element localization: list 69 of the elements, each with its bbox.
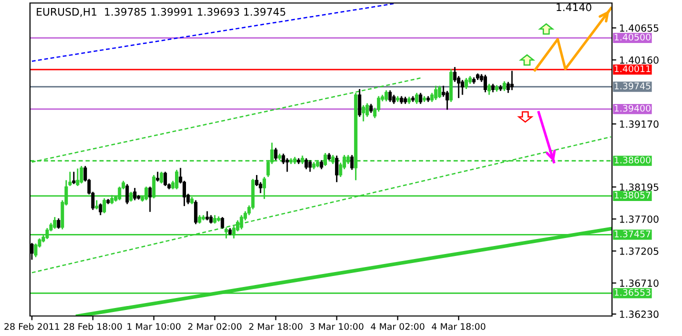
candlestick xyxy=(484,74,487,93)
ref-line-label: 1.39745 xyxy=(614,82,650,90)
candlestick xyxy=(72,171,76,185)
ref-line-label: 1.40500 xyxy=(614,34,650,41)
candlestick xyxy=(460,79,464,96)
candlestick xyxy=(388,90,392,103)
x-tick-label: 28 Feb 18:00 xyxy=(64,322,122,330)
candlestick xyxy=(274,147,278,161)
candlestick xyxy=(464,77,468,90)
candlestick xyxy=(304,158,308,170)
y-tick-label: 1.40655 xyxy=(620,24,658,32)
candlestick xyxy=(205,210,209,221)
candlestick xyxy=(335,154,338,183)
candlestick xyxy=(160,171,164,184)
y-tick-label: 1.38195 xyxy=(620,183,658,191)
candlestick xyxy=(392,94,396,105)
x-tick-label: 2 Mar 18:00 xyxy=(249,323,302,330)
annotation: 1.4140 xyxy=(556,3,592,12)
candlestick xyxy=(56,218,60,230)
candlestick xyxy=(369,103,373,114)
x-tick-label: 1 Mar 10:00 xyxy=(128,323,180,330)
y-tick-label: 1.36710 xyxy=(620,279,659,287)
candlestick xyxy=(418,92,422,105)
candlestick xyxy=(487,83,491,96)
x-tick-label: 28 Feb 2011 xyxy=(4,322,60,330)
candlestick xyxy=(240,214,244,230)
x-tick-label: 4 Mar 02:00 xyxy=(370,323,424,330)
candlestick xyxy=(125,183,129,205)
candlestick xyxy=(362,104,366,122)
candlestick xyxy=(502,80,506,92)
y-tick-label: 1.37205 xyxy=(620,247,658,255)
ref-line-label: 1.39400 xyxy=(614,104,650,112)
candlestick xyxy=(175,169,178,190)
candlestick xyxy=(434,85,438,101)
candlestick xyxy=(286,158,289,172)
candlestick xyxy=(194,200,198,225)
y-tick-label: 1.39170 xyxy=(620,120,659,128)
ref-line-label: 1.40011 xyxy=(614,65,650,72)
candlestick xyxy=(438,85,442,99)
ref-line-label: 1.38057 xyxy=(614,192,650,199)
y-tick-label: 1.36230 xyxy=(620,310,659,318)
candlestick xyxy=(133,187,136,201)
candlestick xyxy=(384,90,388,102)
x-tick-label: 4 Mar 18:00 xyxy=(432,323,486,330)
candlestick xyxy=(366,102,369,118)
ref-line-label: 1.37457 xyxy=(614,230,650,238)
chart-title: EURUSD,H1 1.39785 1.39991 1.39693 1.39745 xyxy=(36,8,286,17)
candlestick xyxy=(415,92,418,105)
candlestick xyxy=(76,168,80,187)
candlestick xyxy=(53,216,56,230)
candlestick xyxy=(102,198,106,214)
candlestick xyxy=(148,186,152,213)
candlestick xyxy=(164,171,167,187)
candlestick xyxy=(308,159,312,172)
x-tick-label: 3 Mar 10:00 xyxy=(310,323,364,330)
y-tick-label: 1.37700 xyxy=(620,215,659,223)
candlestick xyxy=(358,88,362,118)
y-tick-label: 1.40160 xyxy=(620,56,659,64)
x-tick-label: 2 Mar 02:00 xyxy=(188,323,242,330)
candlestick xyxy=(350,154,354,171)
candlestick xyxy=(320,159,324,170)
candlestick xyxy=(94,200,98,210)
candlestick xyxy=(220,216,224,230)
candlestick xyxy=(34,242,38,258)
ref-line-label: 1.36553 xyxy=(614,288,650,296)
candlestick xyxy=(156,171,160,182)
candlestick xyxy=(80,165,84,184)
candlestick xyxy=(446,90,449,110)
ref-line-label: 1.38600 xyxy=(614,156,650,164)
